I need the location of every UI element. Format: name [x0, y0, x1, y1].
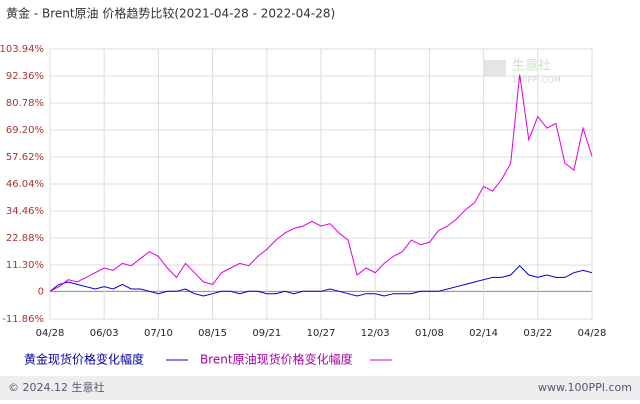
x-tick-label: 04/28: [36, 328, 65, 339]
series-line: [49, 264, 593, 297]
y-tick-label: 80.78%: [6, 98, 44, 109]
y-tick-label: 103.94%: [0, 44, 44, 55]
x-tick-label: 07/10: [144, 328, 173, 339]
x-tick-label: 09/21: [252, 328, 281, 339]
x-tick-label: 06/03: [90, 328, 119, 339]
y-tick-label: 22.88%: [6, 233, 44, 244]
legend: 黄金现货价格变化幅度 Brent原油现货价格变化幅度: [24, 352, 392, 367]
watermark-logo: [484, 60, 506, 76]
y-tick-label: 11.30%: [6, 260, 44, 271]
y-tick-label: 69.20%: [6, 125, 44, 136]
watermark-name: 生意社: [512, 58, 551, 74]
y-tick-label: 57.62%: [6, 152, 44, 163]
x-tick-label: 04/28: [578, 328, 607, 339]
x-tick-label: 02/14: [469, 328, 498, 339]
watermark-site: 100PPI.COM: [512, 76, 561, 85]
footer-left: © 2024.12 生意社: [8, 380, 104, 394]
chart-title: 黄金 - Brent原油 价格趋势比较(2021-04-28 - 2022-04…: [6, 6, 335, 21]
x-tick-label: 01/08: [415, 328, 444, 339]
y-tick-label: 46.04%: [6, 179, 44, 190]
y-tick-label: 0: [38, 286, 44, 297]
legend-label: 黄金现货价格变化幅度: [24, 352, 144, 367]
legend-label: Brent原油现货价格变化幅度: [200, 352, 353, 367]
x-tick-label: 12/03: [361, 328, 390, 339]
footer-right: www.100PPI.com: [538, 381, 632, 394]
series-line: [49, 74, 593, 292]
y-tick-label: 34.46%: [6, 206, 44, 217]
watermark: 生意社 100PPI.COM: [484, 58, 561, 85]
y-tick-label: 92.36%: [6, 71, 44, 82]
footer-bar: [0, 376, 640, 400]
x-tick-label: 10/27: [307, 328, 336, 339]
x-tick-label: 03/22: [523, 328, 552, 339]
y-tick-label: -11.86%: [2, 314, 44, 325]
x-tick-label: 08/15: [198, 328, 227, 339]
